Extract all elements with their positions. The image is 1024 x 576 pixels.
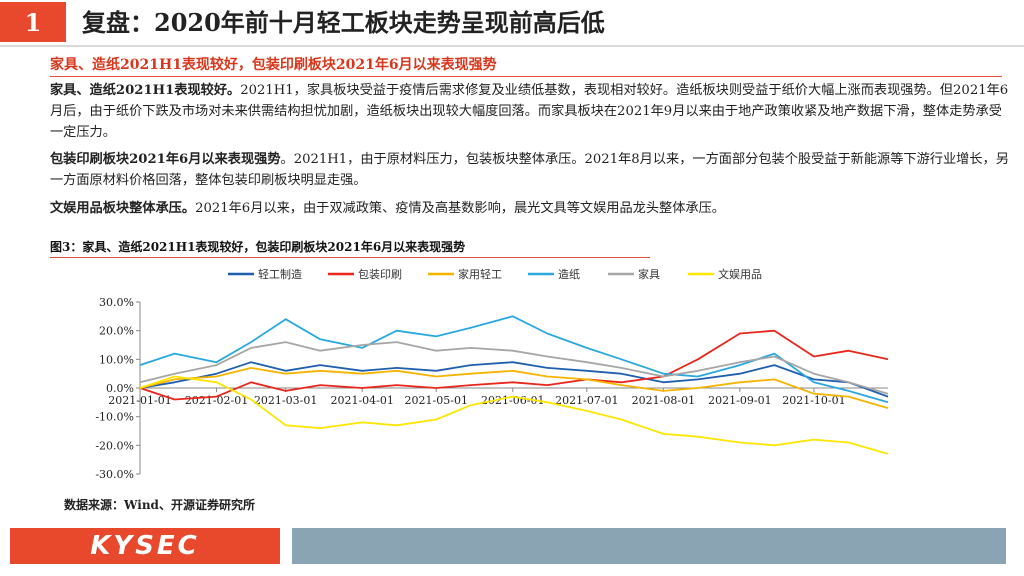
paragraph-lead: 文娱用品板块整体承压。 [50,201,196,216]
y-tick-label: -30.0% [95,468,134,481]
subtitle-divider [50,76,1002,77]
series-line-轻工制造 [139,361,889,398]
x-tick-label: 2021-06-01 [481,394,544,407]
x-tick-label: 2021-10-01 [782,394,845,407]
legend-label: 家具 [638,267,660,281]
paragraph-lead: 包装印刷板块2021年6月以来表现强势 [50,152,281,167]
paragraph-stationery: 文娱用品板块整体承压。2021年6月以来，由于双减政策、疫情及高基数影响，晨光文… [50,198,1010,219]
y-tick-label: 0.0% [106,382,134,395]
x-tick-label: 2021-07-01 [555,394,618,407]
figure-caption: 图3：家具、造纸2021H1表现较好，包装印刷板块2021年6月以来表现强势 [50,240,466,254]
page-title: 复盘：2020年前十月轻工板块走势呈现前高后低 [82,8,605,37]
legend-label: 造纸 [558,267,580,281]
paragraph-body: 。2021H1，由于原材料压力，包装板块整体承压。2021年8月以来，一方面部分… [50,152,1009,188]
paragraph-body: 2021年6月以来，由于双减政策、疫情及高基数影响，晨光文具等文娱用品龙头整体承… [195,201,725,216]
y-tick-label: -10.0% [95,411,134,424]
paragraph-body: 2021H1，家具板块受益于疫情后需求修复及业绩低基数，表现相对较好。造纸板块则… [50,83,1009,140]
x-tick-label: 2021-01-01 [108,394,171,407]
x-tick-label: 2021-04-01 [330,394,393,407]
y-tick-label: 10.0% [99,353,134,366]
footer-bar [292,528,1006,564]
paragraph-packaging: 包装印刷板块2021年6月以来表现强势。2021H1，由于原材料压力，包装板块整… [50,149,1010,191]
kysec-logo: KYSEC [10,528,280,564]
series-line-家用轻工 [139,367,889,409]
section-subtitle: 家具、造纸2021H1表现较好，包装印刷板块2021年6月以来表现强势 [50,57,497,73]
line-chart: 30.0% 20.0% 10.0% 0.0% -10.0% -20.0% -30.0% 202… [95,267,889,481]
y-tick-label: -20.0% [95,439,134,452]
y-tick-label: 20.0% [99,325,134,338]
legend-label: 家用轻工 [458,267,502,281]
series-line-家具 [139,341,889,395]
y-tick-label: 30.0% [99,296,134,309]
section-number: 1 [0,2,66,42]
series-line-造纸 [139,315,889,404]
x-tick-label: 2021-05-01 [405,394,468,407]
data-source-note: 数据来源：Wind、开源证券研究所 [64,498,255,512]
legend-label: 文娱用品 [718,267,762,281]
legend-label: 包装印刷 [358,268,402,281]
title-divider [0,45,1024,47]
series-line-包装印刷 [139,329,889,401]
paragraph-lead: 家具、造纸2021H1表现较好。 [50,83,241,98]
series-line-文娱用品 [139,375,889,455]
legend-label: 轻工制造 [258,267,302,281]
x-tick-label: 2021-03-01 [254,394,317,407]
paragraph-furniture-paper: 家具、造纸2021H1表现较好。2021H1，家具板块受益于疫情后需求修复及业绩… [50,80,1010,143]
x-tick-label: 2021-08-01 [632,394,695,407]
figure-caption-divider [50,257,650,258]
x-tick-label: 2021-09-01 [708,394,771,407]
